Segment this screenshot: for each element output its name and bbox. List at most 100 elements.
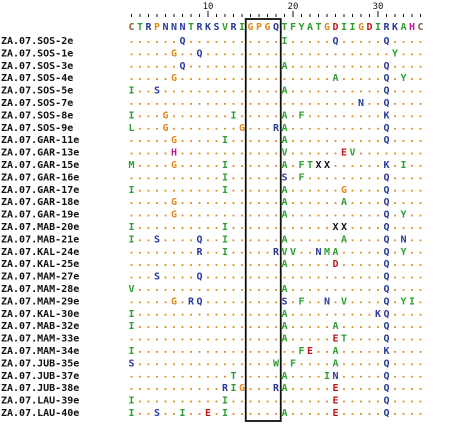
identity-dot <box>249 375 252 378</box>
identity-dot <box>351 351 354 353</box>
identity-dot <box>377 227 379 229</box>
identity-dot <box>198 363 201 366</box>
identity-dot <box>156 400 158 403</box>
identity-dot <box>292 65 294 68</box>
identity-dot <box>300 276 303 279</box>
identity-dot <box>207 351 209 353</box>
identity-dot <box>360 375 362 378</box>
identity-dot <box>173 65 175 68</box>
identity-dot <box>300 400 303 403</box>
identity-dot <box>309 326 311 328</box>
identity-dot <box>258 140 260 142</box>
identity-dot <box>215 375 218 378</box>
identity-dot <box>147 338 150 341</box>
substitution-residue: Q <box>383 185 389 196</box>
identity-dot <box>411 363 413 366</box>
consensus-residue: I <box>349 22 355 33</box>
alignment-row: ZA.07.SOS-8e I G I A F K <box>1 110 422 121</box>
identity-dot <box>360 78 362 80</box>
identity-dot <box>207 313 209 316</box>
substitution-residue: I <box>128 396 134 407</box>
identity-dot <box>360 413 362 415</box>
identity-dot <box>309 375 311 378</box>
identity-dot <box>377 202 379 204</box>
identity-dot <box>419 78 422 80</box>
identity-dot <box>241 313 243 316</box>
substitution-residue: A <box>281 408 287 419</box>
identity-dot <box>156 140 158 142</box>
identity-dot <box>411 214 413 217</box>
consensus-residue: D <box>332 22 338 33</box>
identity-dot <box>139 363 141 366</box>
identity-dot <box>368 289 371 291</box>
identity-dot <box>317 276 320 279</box>
identity-dot <box>232 276 235 279</box>
identity-dot <box>368 413 371 415</box>
substitution-residue: K <box>383 346 389 357</box>
identity-dot <box>190 338 192 341</box>
identity-dot <box>215 351 218 353</box>
identity-dot <box>275 90 277 93</box>
identity-dot <box>215 413 218 415</box>
identity-dot <box>147 326 150 328</box>
identity-dot <box>198 313 201 316</box>
identity-dot <box>215 301 218 304</box>
identity-dot <box>139 41 141 43</box>
identity-dot <box>309 264 311 266</box>
identity-dot <box>317 363 320 366</box>
sequence-name: ZA.07.GAR-18e <box>1 197 79 208</box>
identity-dot <box>377 301 379 304</box>
identity-dot <box>402 41 405 43</box>
identity-dot <box>300 413 303 415</box>
identity-dot <box>317 239 320 242</box>
identity-dot <box>156 289 158 291</box>
identity-dot <box>224 103 226 105</box>
identity-dot <box>343 103 345 105</box>
identity-dot <box>130 264 133 266</box>
substitution-residue: S <box>154 272 160 283</box>
identity-dot <box>360 251 362 254</box>
identity-dot <box>377 264 379 266</box>
identity-dot <box>224 202 226 204</box>
consensus-residue: N <box>171 22 177 33</box>
identity-dot <box>360 115 362 118</box>
alignment-row: ZA.07.SOS-1e G Q Y <box>1 48 422 59</box>
identity-dot <box>377 103 379 105</box>
identity-dot <box>207 326 209 328</box>
identity-dot <box>139 103 141 105</box>
identity-dot <box>351 214 354 217</box>
identity-dot <box>326 363 328 366</box>
identity-dot <box>173 264 175 266</box>
identity-dot <box>181 177 184 180</box>
identity-dot <box>215 53 218 56</box>
identity-dot <box>309 152 311 155</box>
identity-dot <box>198 152 201 155</box>
identity-dot <box>241 289 243 291</box>
identity-dot <box>139 251 141 254</box>
sequence-name: ZA.07.SOS-5e <box>1 86 73 97</box>
identity-dot <box>190 264 192 266</box>
identity-dot <box>147 227 150 229</box>
identity-dot <box>198 388 201 390</box>
substitution-residue: F <box>290 358 296 369</box>
substitution-residue: N <box>400 234 406 245</box>
identity-dot <box>377 78 379 80</box>
substitution-residue: N <box>324 296 330 307</box>
substitution-residue: N <box>358 98 364 109</box>
identity-dot <box>207 103 209 105</box>
identity-dot <box>190 202 192 204</box>
substitution-residue: A <box>281 185 287 196</box>
identity-dot <box>241 214 243 217</box>
identity-dot <box>181 239 184 242</box>
identity-dot <box>309 313 311 316</box>
identity-dot <box>368 127 371 130</box>
consensus-residue: V <box>222 22 228 33</box>
identity-dot <box>334 127 337 130</box>
identity-dot <box>275 202 277 204</box>
identity-dot <box>164 65 167 68</box>
substitution-residue: Q <box>179 61 185 72</box>
substitution-residue: R <box>273 247 280 258</box>
identity-dot <box>147 115 150 118</box>
identity-dot <box>139 214 141 217</box>
identity-dot <box>309 214 311 217</box>
